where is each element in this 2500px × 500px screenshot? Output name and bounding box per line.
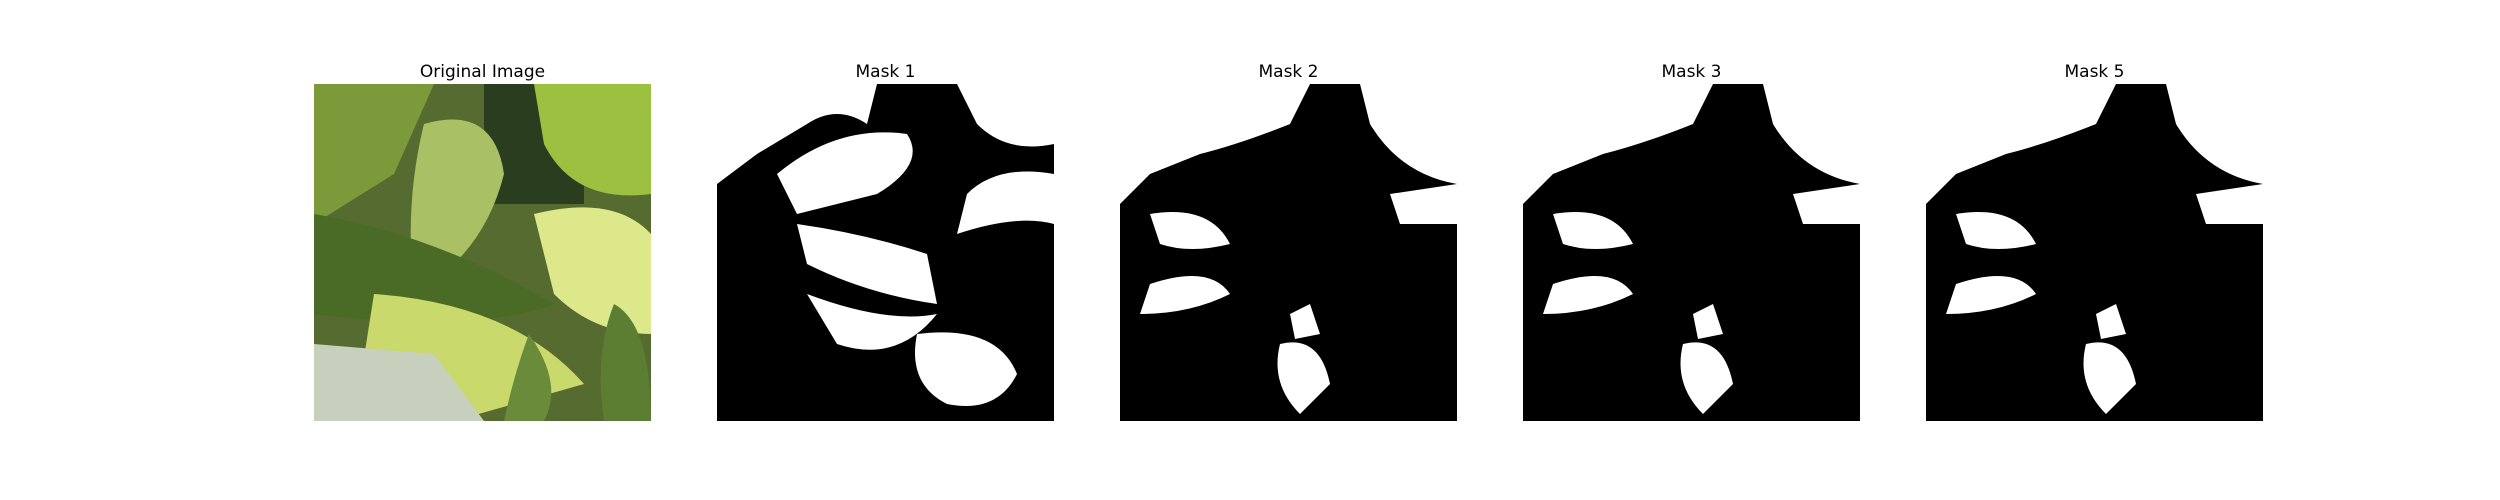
original-image bbox=[314, 84, 651, 421]
panel-title: Mask 3 bbox=[1661, 62, 1722, 82]
panel-mask-3: Mask 3 bbox=[1523, 60, 1860, 421]
mask-image-1 bbox=[717, 84, 1054, 421]
panel-title: Original Image bbox=[419, 62, 546, 82]
panel-mask-1: Mask 1 bbox=[717, 60, 1054, 421]
panel-original: Original Image bbox=[314, 60, 651, 421]
panel-mask-2: Mask 2 bbox=[1120, 60, 1457, 421]
panel-mask-5: Mask 5 bbox=[1926, 60, 2263, 421]
panel-title: Mask 5 bbox=[2064, 62, 2125, 82]
panel-title: Mask 1 bbox=[855, 62, 916, 82]
mask-image-3 bbox=[1523, 84, 1860, 421]
mask-image-5 bbox=[1926, 84, 2263, 421]
panel-title: Mask 2 bbox=[1258, 62, 1319, 82]
mask-image-2 bbox=[1120, 84, 1457, 421]
